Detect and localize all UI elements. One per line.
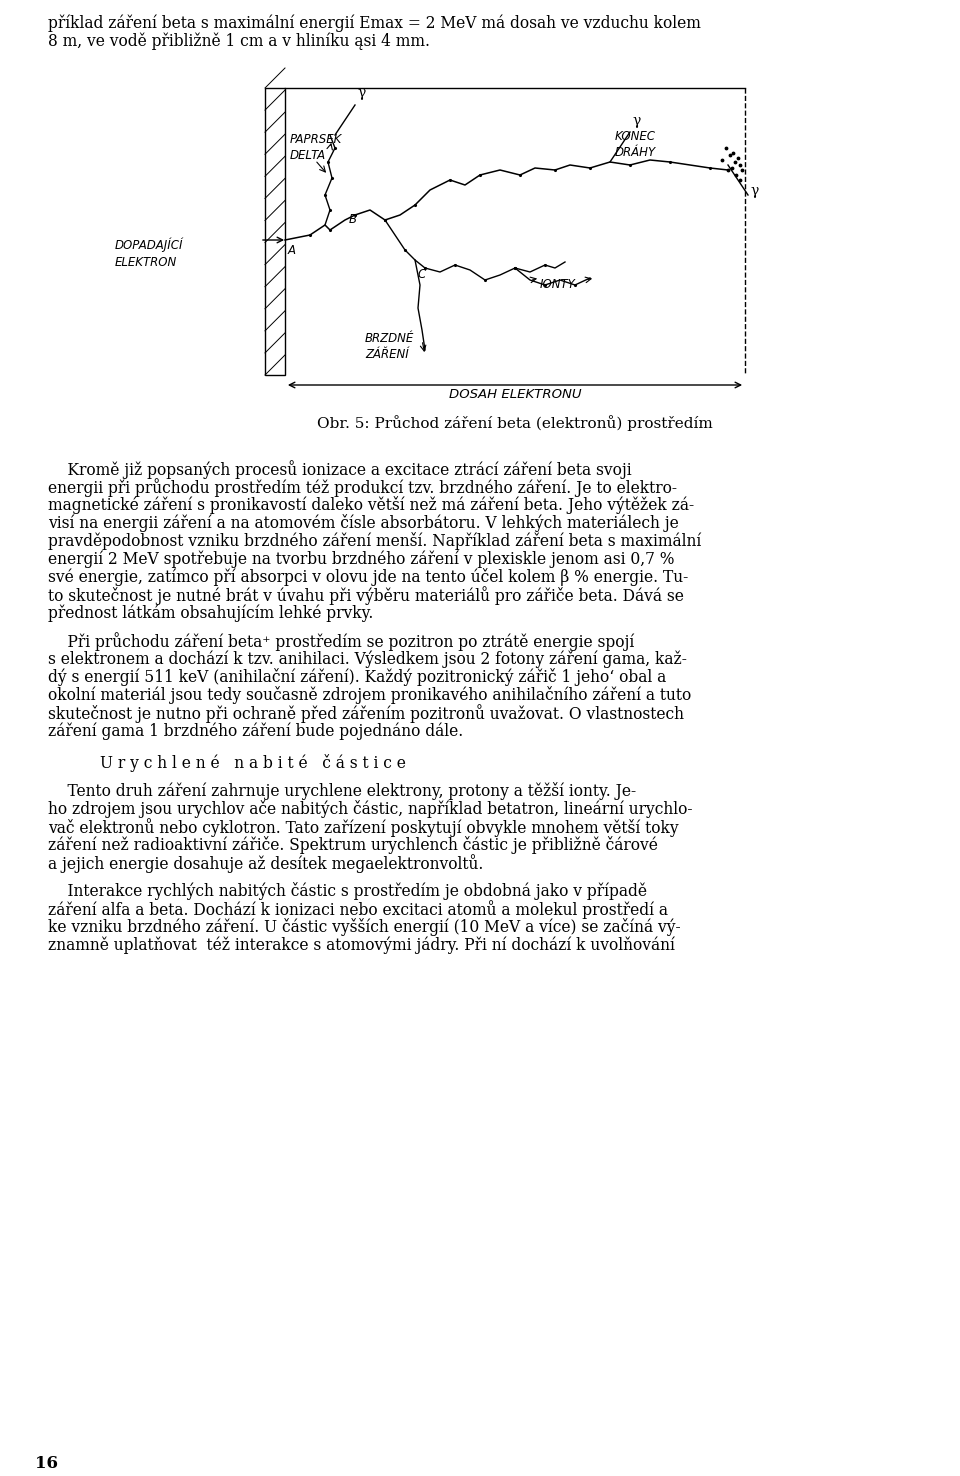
Text: Interakce rychlých nabitých částic s prostředím je obdobná jako v případě: Interakce rychlých nabitých částic s pro…	[48, 883, 647, 900]
Text: to skutečnost je nutné brát v úvahu při výběru materiálů pro zářiče beta. Dává s: to skutečnost je nutné brát v úvahu při …	[48, 586, 684, 605]
Text: s elektronem a dochází k tzv. anihilaci. Výsledkem jsou 2 fotony záření gama, ka: s elektronem a dochází k tzv. anihilaci.…	[48, 649, 686, 667]
Text: IONTY: IONTY	[540, 277, 576, 291]
Text: magnetické záření s pronikavostí daleko větší než má záření beta. Jeho výtěžek z: magnetické záření s pronikavostí daleko …	[48, 496, 694, 514]
Text: PAPRSEK
DELTA: PAPRSEK DELTA	[290, 133, 343, 162]
Text: Kromě již popsaných procesů ionizace a excitace ztrácí záření beta svoji: Kromě již popsaných procesů ionizace a e…	[48, 461, 632, 478]
Text: přednost látkám obsahujícím lehké prvky.: přednost látkám obsahujícím lehké prvky.	[48, 604, 373, 621]
Text: 8 m, ve vodě přibližně 1 cm a v hliníku ąsi 4 mm.: 8 m, ve vodě přibližně 1 cm a v hliníku …	[48, 32, 430, 50]
Text: 16: 16	[35, 1455, 58, 1472]
Text: záření gama 1 brzdného záření bude pojednáno dále.: záření gama 1 brzdného záření bude pojed…	[48, 722, 464, 739]
Text: znamně uplatňovat  též interakce s atomovými jádry. Při ní dochází k uvolňování: znamně uplatňovat též interakce s atomov…	[48, 936, 675, 953]
Text: DOPADAJÍCÍ
ELEKTRON: DOPADAJÍCÍ ELEKTRON	[115, 238, 183, 269]
Text: příklad záření beta s maximální energií Emax = 2 MeV má dosah ve vzduchu kolem: příklad záření beta s maximální energií …	[48, 13, 701, 31]
Text: γ: γ	[750, 184, 758, 198]
Text: skutečnost je nutno při ochraně před zářením pozitronů uvažovat. O vlastnostech: skutečnost je nutno při ochraně před zář…	[48, 704, 684, 723]
Text: A: A	[288, 244, 296, 257]
Text: energií 2 MeV spotřebuje na tvorbu brzdného záření v plexiskle jenom asi 0,7 %: energií 2 MeV spotřebuje na tvorbu brzdn…	[48, 551, 675, 567]
Text: pravděpodobnost vzniku brzdného záření menší. Například záření beta s maximální: pravděpodobnost vzniku brzdného záření m…	[48, 531, 701, 551]
Text: γ: γ	[632, 114, 640, 128]
Text: Obr. 5: Průchod záření beta (elektronů) prostředím: Obr. 5: Průchod záření beta (elektronů) …	[317, 415, 713, 431]
Text: své energie, zatímco pří absorpci v olovu jde na tento účel kolem β % energie. T: své energie, zatímco pří absorpci v olov…	[48, 568, 688, 586]
Text: Při průchodu záření beta⁺ prostředím se pozitron po ztrátě energie spojí: Při průchodu záření beta⁺ prostředím se …	[48, 632, 635, 651]
Text: záření než radioaktivní zářiče. Spektrum urychlench částic je přibližně čárové: záření než radioaktivní zářiče. Spektrum…	[48, 835, 658, 855]
Text: záření alfa a beta. Dochází k ionizaci nebo excitaci atomů a molekul prostředí a: záření alfa a beta. Dochází k ionizaci n…	[48, 900, 668, 920]
Text: γ: γ	[357, 86, 365, 100]
Text: vač elektronů nebo cyklotron. Tato zařízení poskytují obvykle mnohem větší toky: vač elektronů nebo cyklotron. Tato zaříz…	[48, 818, 679, 837]
Text: DOSAH ELEKTRONU: DOSAH ELEKTRONU	[448, 388, 582, 401]
Text: Tento druh záření zahrnuje urychlene elektrony, protony a těžší ionty. Je-: Tento druh záření zahrnuje urychlene ele…	[48, 782, 636, 800]
Text: a jejich energie dosahuje až desítek megaelektronvoltů.: a jejich energie dosahuje až desítek meg…	[48, 855, 484, 872]
Text: dý s energií 511 keV (anihilační záření). Každý pozitronický zářič 1 jehoʻ obal : dý s energií 511 keV (anihilační záření)…	[48, 669, 666, 686]
Text: B: B	[349, 213, 357, 226]
Text: ho zdrojem jsou urychlov ače nabitých částic, například betatron, lineární urych: ho zdrojem jsou urychlov ače nabitých čá…	[48, 800, 692, 818]
Bar	[265, 89, 285, 375]
Text: ke vzniku brzdného záření. U částic vyšších energií (10 MeV a více) se začíná vý: ke vzniku brzdného záření. U částic vyšš…	[48, 918, 681, 936]
Text: KONEC
DRÁHY: KONEC DRÁHY	[615, 130, 656, 159]
Text: visí na energii záření a na atomovém čísle absorbátoru. V lehkých materiálech je: visí na energii záření a na atomovém čís…	[48, 514, 679, 531]
Text: okolní materiál jsou tedy současně zdrojem pronikavého anihilačního záření a tut: okolní materiál jsou tedy současně zdroj…	[48, 686, 691, 704]
Text: BRZDNÉ
ZÁŘENÍ: BRZDNÉ ZÁŘENÍ	[365, 332, 415, 362]
Text: U r y c h l e n é   n a b i t é   č á s t i c e: U r y c h l e n é n a b i t é č á s t i …	[100, 754, 406, 772]
Text: energii při průchodu prostředím též produkcí tzv. brzdného záření. Je to elektro: energii při průchodu prostředím též prod…	[48, 478, 677, 497]
Text: C: C	[417, 269, 425, 280]
